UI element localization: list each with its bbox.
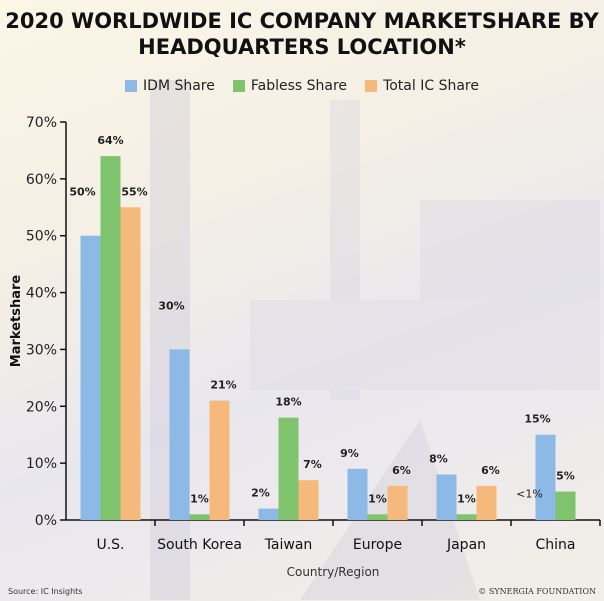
- legend-item-idm: IDM Share: [125, 78, 215, 94]
- data-label: 1%: [190, 492, 209, 505]
- title-line-2: HEADQUARTERS LOCATION*: [138, 35, 466, 59]
- data-label: 21%: [210, 379, 236, 392]
- legend-item-total: Total IC Share: [365, 78, 479, 94]
- x-axis-label: Country/Region: [287, 565, 380, 579]
- data-label: 6%: [481, 464, 500, 477]
- legend-swatch: [125, 80, 138, 92]
- y-tick-label: 40%: [26, 286, 57, 302]
- x-tick-label: Europe: [353, 537, 402, 553]
- legend-label: IDM Share: [143, 78, 215, 94]
- y-tick-label: 30%: [26, 342, 57, 358]
- data-label: 15%: [524, 413, 550, 426]
- data-label: 6%: [392, 464, 411, 477]
- bar-total-ic-share: [387, 485, 408, 520]
- legend-label: Fabless Share: [250, 78, 348, 94]
- data-label: 5%: [556, 470, 575, 483]
- legend-swatch: [365, 80, 378, 92]
- bar-idm-share: [258, 508, 279, 520]
- data-label: 55%: [121, 185, 147, 198]
- x-tick-label: Japan: [446, 537, 486, 553]
- bar-fabless-share: [555, 491, 576, 520]
- y-tick-label: 20%: [26, 399, 57, 415]
- legend-swatch: [232, 80, 245, 92]
- bar-idm-share: [347, 468, 368, 520]
- bar-total-ic-share: [476, 485, 497, 520]
- y-axis-label: Marketshare: [9, 275, 24, 368]
- x-tick-label: Taiwan: [264, 537, 313, 553]
- legend-label: Total IC Share: [383, 78, 479, 94]
- data-label: 18%: [275, 396, 301, 409]
- bar-idm-share: [169, 349, 190, 520]
- data-label: 30%: [158, 299, 184, 312]
- legend-item-fabless: Fabless Share: [232, 78, 348, 94]
- y-tick-label: 50%: [26, 229, 57, 245]
- bar-fabless-share: [456, 514, 477, 520]
- data-label: 8%: [429, 453, 448, 466]
- data-label: 7%: [303, 458, 322, 471]
- data-label: 9%: [340, 447, 359, 460]
- bar-fabless-share: [367, 514, 388, 520]
- x-tick-label: U.S.: [96, 537, 124, 553]
- data-label: 50%: [69, 186, 95, 199]
- bar-fabless-share: [100, 156, 121, 520]
- chart-title: 2020 WORLDWIDE IC COMPANY MARKETSHARE BY…: [0, 8, 604, 60]
- y-tick-label: 0%: [35, 513, 57, 529]
- bar-idm-share: [535, 434, 556, 520]
- data-label: 1%: [368, 492, 387, 505]
- data-label: 2%: [251, 487, 270, 500]
- title-line-1: 2020 WORLDWIDE IC COMPANY MARKETSHARE BY: [5, 9, 599, 33]
- annotation-label: <1%: [516, 487, 543, 500]
- y-tick-label: 70%: [26, 115, 57, 131]
- bar-idm-share: [80, 235, 101, 520]
- bar-fabless-share: [189, 514, 210, 520]
- data-label: 1%: [457, 492, 476, 505]
- bar-total-ic-share: [209, 400, 230, 520]
- x-tick-label: South Korea: [157, 537, 242, 553]
- y-tick-label: 10%: [26, 456, 57, 472]
- brand-logo: © SYNERGIA FOUNDATION: [478, 587, 596, 596]
- bar-fabless-share: [278, 417, 299, 520]
- data-label: 64%: [97, 134, 123, 147]
- y-tick-label: 60%: [26, 172, 57, 188]
- legend: IDM Share Fabless Share Total IC Share: [0, 78, 604, 94]
- bar-total-ic-share: [298, 480, 319, 520]
- bar-idm-share: [436, 474, 457, 520]
- source-note: Source: IC Insights: [8, 587, 83, 596]
- x-tick-label: China: [536, 537, 576, 553]
- bar-total-ic-share: [120, 207, 141, 521]
